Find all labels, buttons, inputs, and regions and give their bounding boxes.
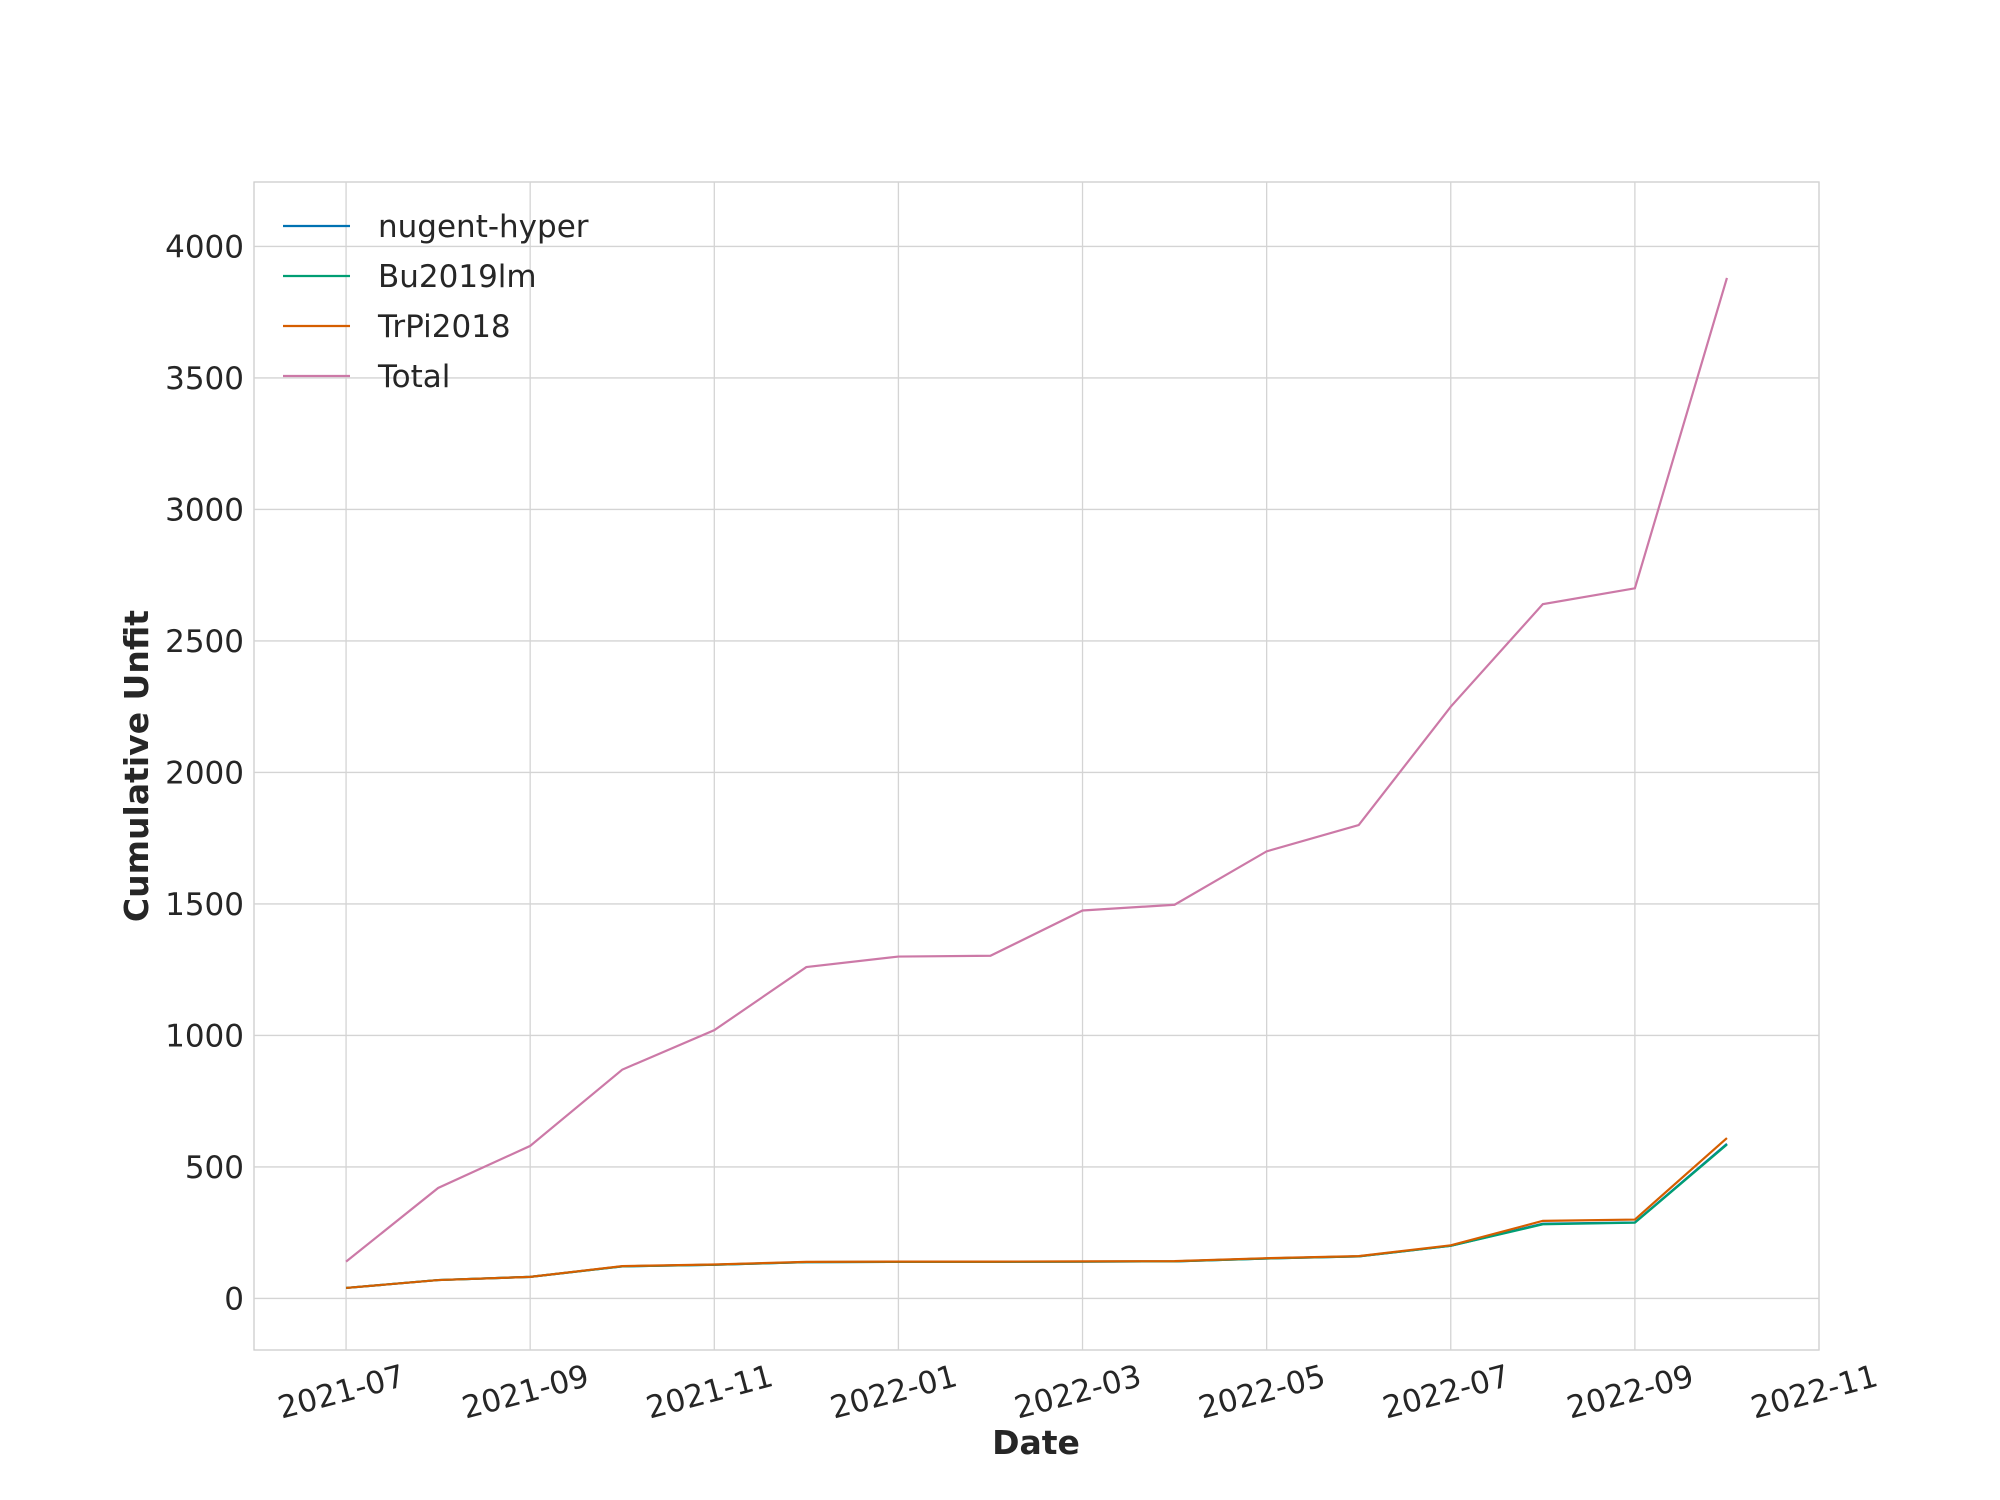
x-tick-label: 2021-07 (274, 1358, 408, 1426)
x-axis-label: Date (992, 1423, 1080, 1462)
x-tick-label: 2022-01 (827, 1358, 961, 1426)
data-line (345, 1137, 1728, 1290)
y-tick-label: 4000 (165, 229, 244, 265)
y-tick-label: 1000 (165, 1018, 244, 1054)
data-line (345, 1143, 1728, 1290)
legend-label: Bu2019lm (378, 259, 537, 295)
x-tick-label: 2022-03 (1011, 1358, 1145, 1426)
y-tick-label: 2500 (165, 624, 244, 660)
x-tick-label: 2021-09 (458, 1358, 592, 1426)
y-tick-label: 2000 (165, 755, 244, 791)
x-tick-label: 2021-11 (642, 1358, 776, 1426)
data-line (345, 277, 1728, 1263)
y-tick-label: 3500 (165, 361, 244, 397)
x-tick-label: 2022-11 (1747, 1358, 1881, 1426)
y-tick-label: 3000 (165, 492, 244, 528)
data-line (345, 1142, 1728, 1290)
legend-label: nugent-hyper (378, 209, 589, 245)
y-tick-label: 1500 (165, 887, 244, 923)
legend-label: TrPi2018 (377, 309, 511, 345)
plot-frame (253, 181, 1820, 1351)
y-axis-label: Cumulative Unfit (117, 610, 156, 922)
legend-label: Total (377, 359, 450, 395)
x-tick-label: 2022-05 (1195, 1358, 1329, 1426)
x-tick-label: 2022-07 (1379, 1358, 1513, 1426)
x-tick-label: 2022-09 (1563, 1358, 1697, 1426)
y-tick-label: 0 (224, 1281, 244, 1317)
y-tick-label: 500 (185, 1150, 244, 1186)
